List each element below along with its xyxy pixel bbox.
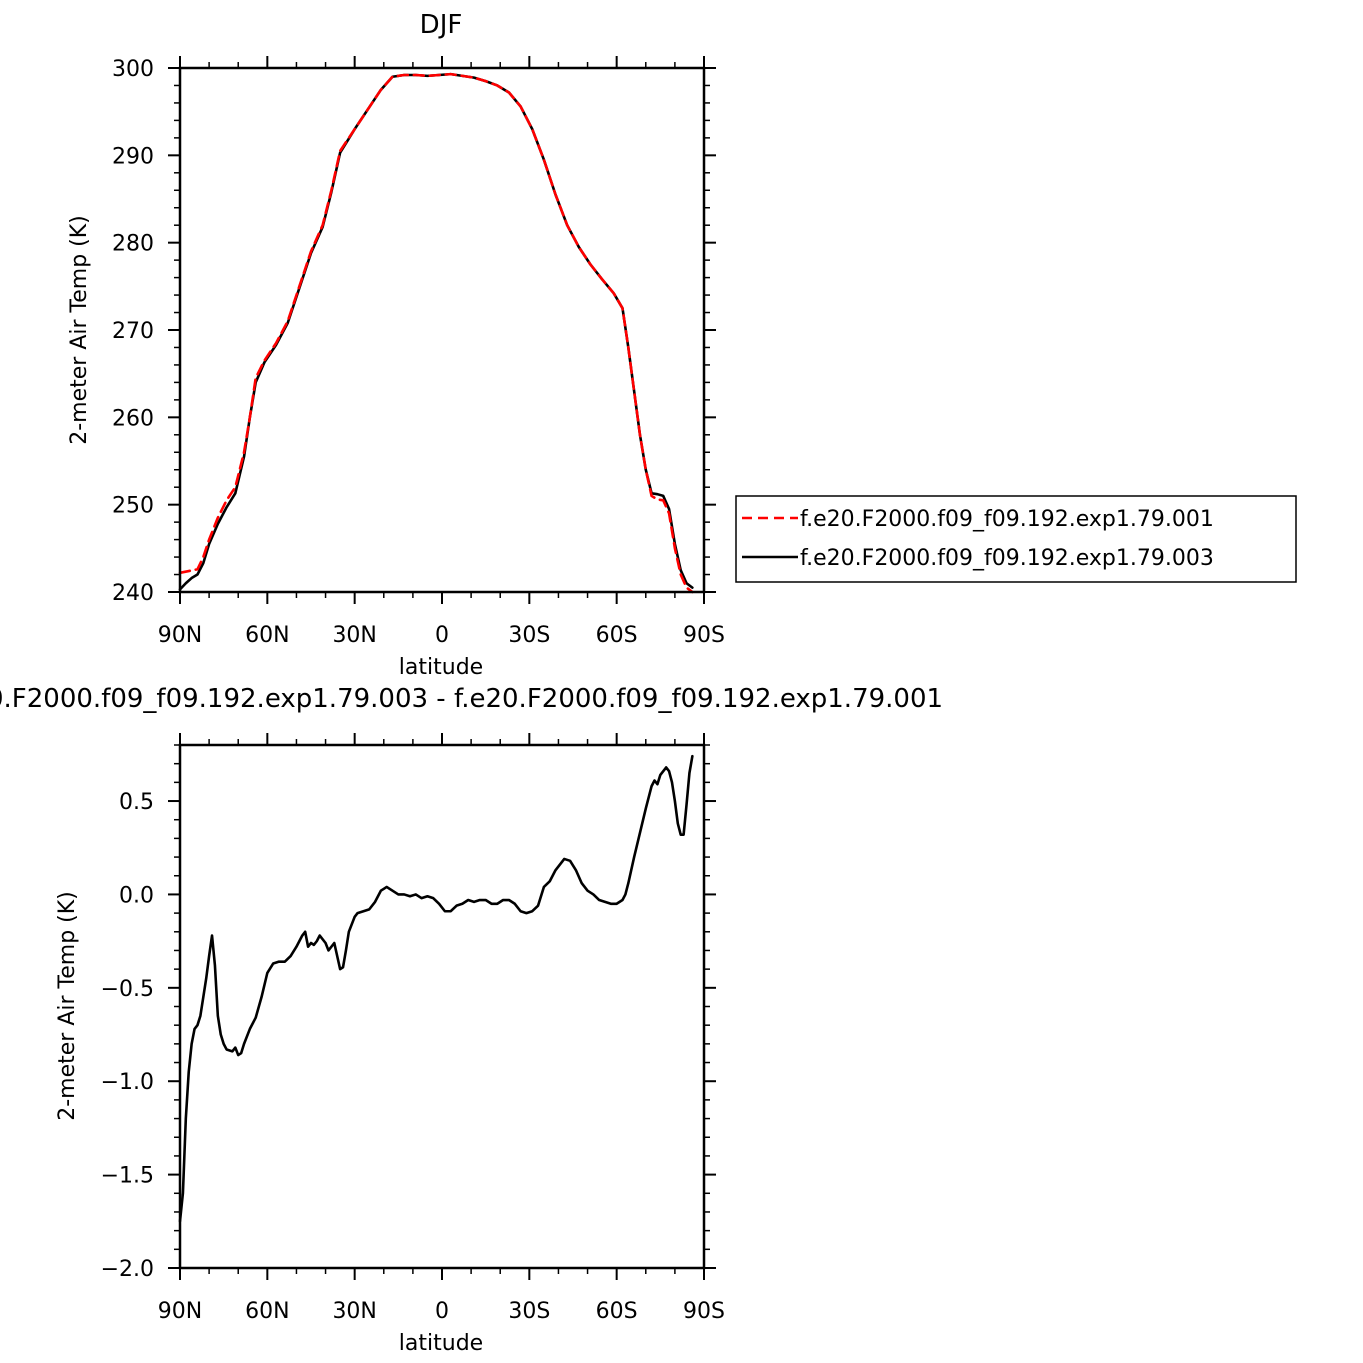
top-series-line-1 [178,72,694,591]
bottom-axis-ticks: 90N 60N 30N 0 30S 60S 90S −2.0 −1.5 −1.0 −0.5 0.0 0.… [101,733,725,1324]
bottom-x-tick-label: 60N [245,1299,289,1324]
bottom-y-tick-label: −1.0 [101,1070,154,1095]
top-y-axis-label: 2-meter Air Temp (K) [67,215,92,445]
top-series-line-0 [178,72,694,594]
bottom-x-tick-label: 90N [158,1299,202,1324]
bottom-x-tick-label: 30S [508,1299,550,1324]
top-y-tick-label: 290 [112,144,154,169]
legend-label-series-003: f.e20.F2000.f09_f09.192.exp1.79.003 [800,546,1214,571]
top-x-tick-label: 90S [683,623,725,648]
bottom-series-line-0 [178,754,694,1223]
legend: f.e20.F2000.f09_f09.192.exp1.79.001 f.e2… [735,495,1297,583]
legend-label-series-001: f.e20.F2000.f09_f09.192.exp1.79.001 [800,507,1214,532]
top-plot-frame [178,66,706,594]
top-x-tick-label: 30S [508,623,550,648]
bottom-x-tick-label: 90S [683,1299,725,1324]
bottom-x-axis-label: latitude [399,1331,483,1356]
legend-box [735,495,1297,583]
top-x-tick-label: 90N [158,623,202,648]
top-x-tick-label: 0 [435,623,449,648]
bottom-x-tick-label: 30N [332,1299,376,1324]
bottom-y-axis-label: 2-meter Air Temp (K) [55,891,80,1121]
top-x-tick-label: 60N [245,623,289,648]
top-y-tick-label: 250 [112,494,154,519]
bottom-x-tick-label: 60S [596,1299,638,1324]
bottom-y-tick-label: −0.5 [101,977,154,1002]
bottom-y-tick-label: −1.5 [101,1164,154,1189]
top-x-tick-label: 60S [596,623,638,648]
bottom-y-tick-label: −2.0 [101,1257,154,1282]
top-y-tick-label: 300 [112,57,154,82]
bottom-series-lines [178,754,694,1223]
bottom-y-tick-label: 0.5 [119,790,154,815]
top-y-tick-label: 270 [112,319,154,344]
top-panel: DJF latitude 2-meter Air Temp (K) 90N 60N… [67,10,725,680]
top-series-lines [178,72,694,594]
top-y-tick-label: 240 [112,581,154,606]
top-x-tick-label: 30N [332,623,376,648]
bottom-panel: f.e20.F2000.f09_f09.192.exp1.79.003 - f.… [0,684,943,1356]
bottom-plot-frame [178,743,706,1270]
top-x-axis-label: latitude [399,655,483,680]
bottom-y-tick-label: 0.0 [119,883,154,908]
top-y-tick-label: 280 [112,232,154,257]
top-y-tick-label: 260 [112,406,154,431]
top-chart-title: DJF [420,10,463,40]
bottom-chart-title: f.e20.F2000.f09_f09.192.exp1.79.003 - f.… [0,684,943,714]
bottom-x-tick-label: 0 [435,1299,449,1324]
